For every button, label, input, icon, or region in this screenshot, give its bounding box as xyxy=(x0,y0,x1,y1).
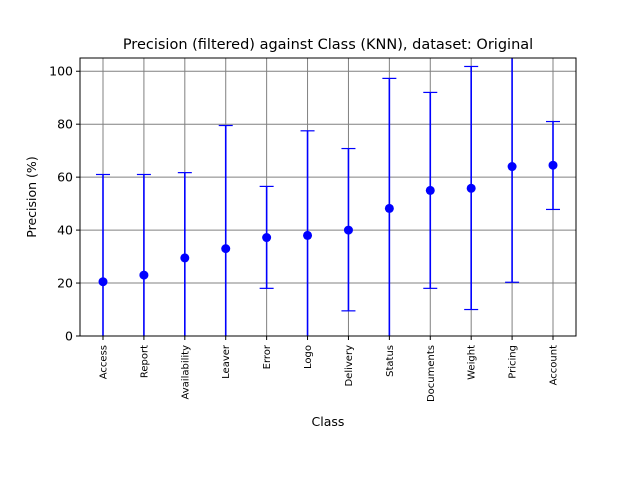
data-point xyxy=(262,233,272,243)
data-point xyxy=(548,160,558,170)
y-tick-label: 60 xyxy=(57,170,73,185)
x-tick-label: Pricing xyxy=(508,345,519,379)
data-point xyxy=(384,203,394,213)
data-point xyxy=(98,277,108,287)
x-tick-label: Weight xyxy=(467,345,478,380)
data-point xyxy=(466,183,476,193)
data-points xyxy=(98,160,558,287)
y-tick-label: 20 xyxy=(57,276,73,291)
y-axis-ticks: 0 20 40 60 80 100 xyxy=(49,64,80,344)
chart-title: Precision (filtered) against Class (KNN)… xyxy=(123,37,533,53)
data-point xyxy=(507,162,517,172)
x-tick-label: Availability xyxy=(180,345,191,400)
data-point xyxy=(221,244,231,254)
y-tick-label: 0 xyxy=(65,329,73,344)
y-tick-label: 40 xyxy=(57,223,73,238)
grid-lines xyxy=(80,58,576,337)
x-tick-label: Delivery xyxy=(344,345,355,387)
y-axis-label: Precision (%) xyxy=(24,156,39,237)
y-tick-label: 80 xyxy=(57,117,73,132)
x-tick-label: Access xyxy=(99,345,110,379)
x-tick-label: Logo xyxy=(303,345,314,369)
x-tick-label: Account xyxy=(549,345,560,385)
data-point xyxy=(425,185,435,195)
data-point xyxy=(139,270,149,280)
x-axis-ticks: Access Report Availability Leaver Error Logo D… xyxy=(99,336,560,402)
data-point xyxy=(343,225,353,235)
data-point xyxy=(303,230,313,240)
y-tick-label: 100 xyxy=(49,64,73,79)
x-tick-label: Error xyxy=(262,344,273,369)
data-point xyxy=(180,253,190,263)
x-tick-label: Leaver xyxy=(221,344,232,379)
plot-area-frame xyxy=(79,57,577,337)
x-axis-label: Class xyxy=(312,414,345,429)
x-tick-label: Status xyxy=(385,345,396,377)
x-tick-label: Documents xyxy=(426,345,437,402)
x-tick-label: Report xyxy=(139,345,150,378)
error-bars xyxy=(96,58,560,336)
